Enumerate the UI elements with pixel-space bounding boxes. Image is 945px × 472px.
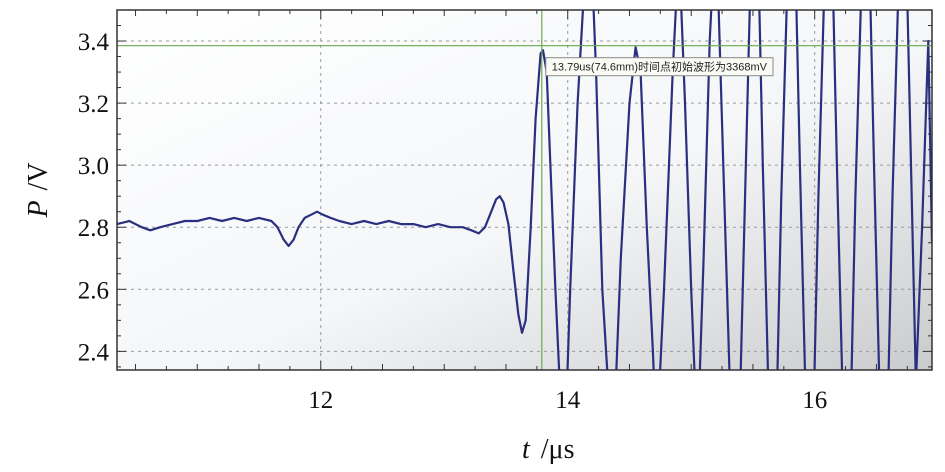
y-tick-label-0: 2.4 bbox=[78, 339, 110, 366]
y-tick-label-2: 2.8 bbox=[78, 215, 109, 242]
grid-lines bbox=[117, 10, 932, 370]
annotation-rect bbox=[545, 57, 774, 77]
plot-background bbox=[117, 10, 932, 370]
annotation-text: 13.79us(74.6mm)时间点初始波形为3368mV bbox=[552, 60, 768, 74]
waveform-line bbox=[117, 10, 932, 370]
x-tick-labels: 12 14 16 bbox=[308, 387, 827, 414]
y-axis-title: P /V bbox=[23, 162, 54, 218]
y-tick-label-1: 2.6 bbox=[78, 277, 109, 304]
y-tick-label-4: 3.2 bbox=[78, 91, 109, 118]
y-tick-label-5: 3.4 bbox=[78, 29, 110, 56]
y-tick-labels: 2.4 2.6 2.8 3.0 3.2 3.4 bbox=[78, 29, 110, 366]
plot-frame bbox=[116, 9, 933, 371]
x-tick-label-0: 12 bbox=[308, 387, 333, 414]
x-tick-label-1: 14 bbox=[555, 387, 581, 414]
y-tick-label-3: 3.0 bbox=[78, 153, 109, 180]
x-tick-label-2: 16 bbox=[802, 387, 827, 414]
x-axis-title: t /μs bbox=[522, 434, 574, 465]
annotation-box: 13.79us(74.6mm)时间点初始波形为3368mV bbox=[545, 57, 774, 77]
